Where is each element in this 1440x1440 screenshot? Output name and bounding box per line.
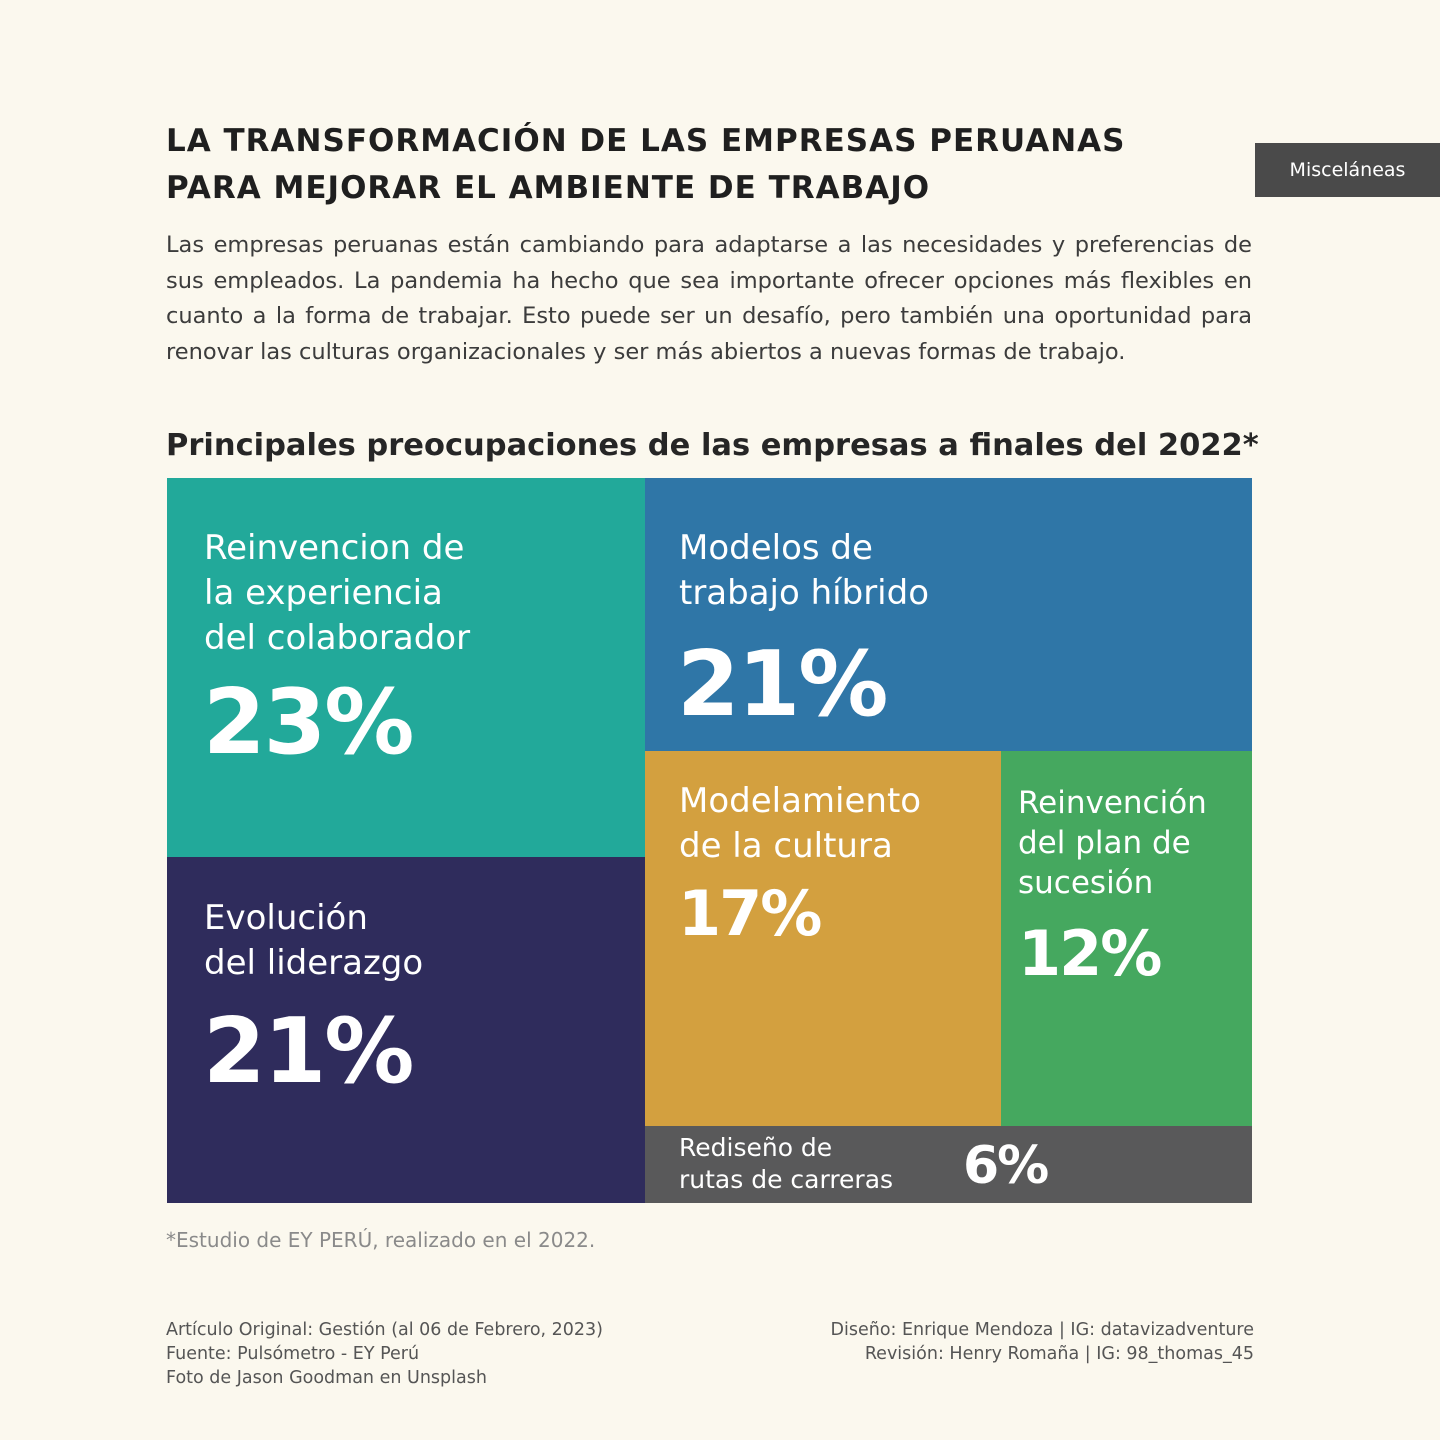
- tile-value: 17%: [678, 877, 822, 950]
- treemap-tile-trabajo-hibrido: Modelos de trabajo híbrido 21%: [645, 478, 1252, 751]
- tile-value: 12%: [1018, 917, 1162, 990]
- tile-label: Reinvencion de la experiencia del colabo…: [204, 526, 470, 661]
- intro-paragraph: Las empresas peruanas están cambiando pa…: [166, 232, 1252, 365]
- tile-label: Modelamiento de la cultura: [679, 779, 921, 869]
- credit-line: Foto de Jason Goodman en Unsplash: [166, 1368, 487, 1388]
- title-line: PARA MEJORAR EL AMBIENTE DE TRABAJO: [166, 170, 931, 206]
- credit-line: Fuente: Pulsómetro - EY Perú: [166, 1344, 420, 1364]
- tile-label-line: Reinvención: [1018, 785, 1207, 821]
- tile-label-line: del liderazgo: [204, 943, 424, 983]
- tile-label-line: del colaborador: [204, 618, 471, 658]
- tile-label-line: Evolución: [204, 898, 368, 938]
- chart-title: Principales preocupaciones de las empres…: [166, 428, 1259, 463]
- tile-label-line: Rediseño de: [679, 1133, 833, 1162]
- tile-label-line: Modelamiento: [679, 781, 922, 821]
- treemap-tile-evolucion-liderazgo: Evolución del liderazgo 21%: [167, 857, 645, 1203]
- treemap-tile-plan-sucesion: Reinvención del plan de sucesión 12%: [1001, 751, 1252, 1126]
- category-tag: Misceláneas: [1255, 143, 1440, 197]
- credit-line: Diseño: Enrique Mendoza | IG: datavizadv…: [830, 1320, 1255, 1340]
- treemap-tile-rutas-carreras: Rediseño de rutas de carreras 6%: [645, 1126, 1252, 1203]
- tile-value: 21%: [203, 999, 414, 1104]
- treemap-chart: Reinvencion de la experiencia del colabo…: [167, 478, 1252, 1203]
- tile-value: 23%: [203, 670, 414, 775]
- tile-value: 6%: [963, 1136, 1049, 1196]
- tile-label-line: de la cultura: [679, 826, 893, 866]
- tile-label-line: trabajo híbrido: [679, 573, 930, 613]
- tile-label-line: Modelos de: [679, 528, 873, 568]
- credit-line: Revisión: Henry Romaña | IG: 98_thomas_4…: [864, 1344, 1254, 1364]
- credit-line: Artículo Original: Gestión (al 06 de Feb…: [166, 1320, 604, 1340]
- tile-label: Reinvención del plan de sucesión: [1018, 783, 1207, 903]
- credits-sources: Artículo Original: Gestión (al 06 de Feb…: [166, 1318, 603, 1390]
- tile-label-line: rutas de carreras: [679, 1165, 894, 1194]
- page-title: LA TRANSFORMACIÓN DE LAS EMPRESAS PERUAN…: [166, 118, 1236, 212]
- tile-label-line: sucesión: [1018, 865, 1154, 901]
- treemap-tile-modelamiento-cultura: Modelamiento de la cultura 17%: [645, 751, 1001, 1126]
- tile-label-line: Reinvencion de: [204, 528, 465, 568]
- treemap-tile-experiencia-colaborador: Reinvencion de la experiencia del colabo…: [167, 478, 645, 857]
- tile-label: Modelos de trabajo híbrido: [679, 526, 929, 616]
- title-line: LA TRANSFORMACIÓN DE LAS EMPRESAS PERUAN…: [166, 123, 1126, 159]
- credits-authors: Diseño: Enrique Mendoza | IG: datavizadv…: [831, 1318, 1255, 1366]
- tile-label: Rediseño de rutas de carreras: [679, 1132, 893, 1196]
- tile-label-line: del plan de: [1018, 825, 1191, 861]
- tile-label-line: la experiencia: [204, 573, 443, 613]
- tile-value: 21%: [677, 632, 888, 737]
- footnote: *Estudio de EY PERÚ, realizado en el 202…: [166, 1228, 596, 1252]
- tile-label: Evolución del liderazgo: [204, 896, 423, 986]
